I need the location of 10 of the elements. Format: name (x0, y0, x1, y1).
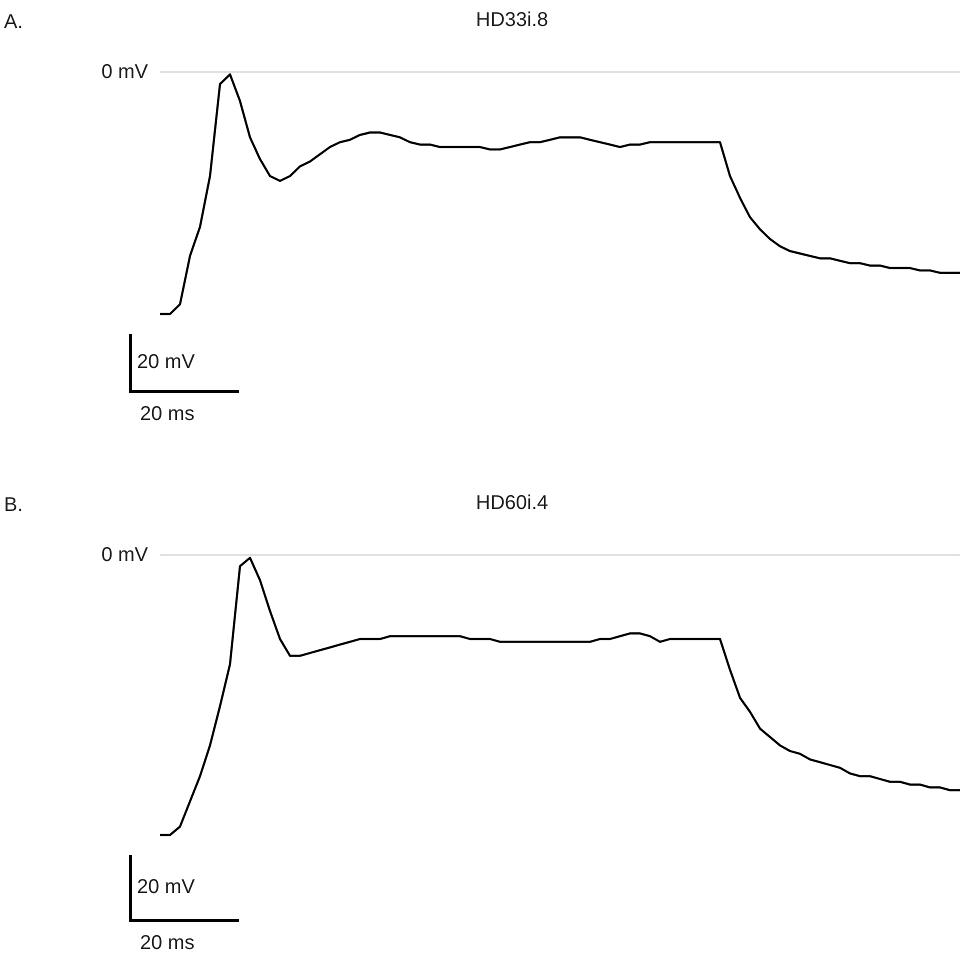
text: 20 ms (140, 932, 194, 954)
text: B. (4, 494, 23, 516)
text: A. (4, 11, 23, 33)
text: 20 ms (140, 403, 194, 425)
text: 20 mV (137, 351, 195, 373)
chart-title: HD60i.4 (476, 492, 548, 514)
text: 20 mV (137, 876, 195, 898)
chart-title: HD33i.8 (476, 9, 548, 31)
ref-line-label: 0 mV (101, 544, 149, 566)
ref-line-label: 0 mV (101, 61, 149, 83)
